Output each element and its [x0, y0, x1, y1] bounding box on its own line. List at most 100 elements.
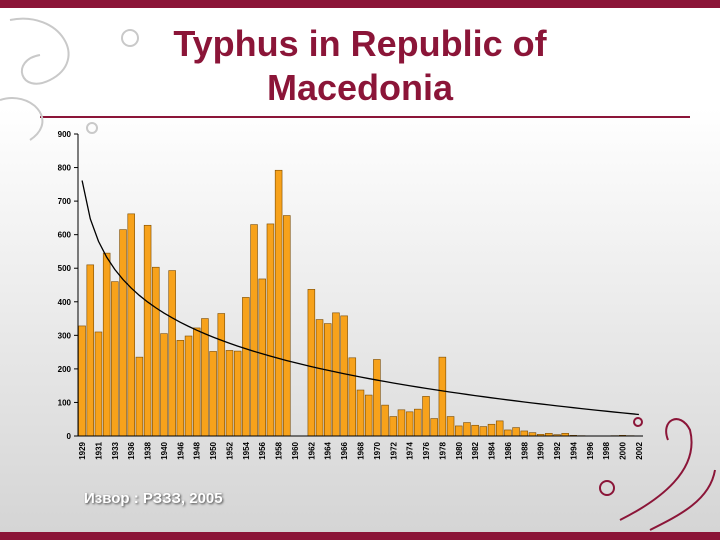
bar	[463, 422, 471, 437]
bar	[192, 327, 201, 437]
bar	[266, 223, 275, 437]
x-tick-label: 1938	[144, 441, 153, 459]
y-tick-label: 0	[67, 432, 72, 441]
bar	[528, 432, 537, 437]
x-tick-label: 1996	[586, 441, 595, 459]
bar	[242, 297, 250, 437]
bar	[217, 313, 226, 437]
x-tick-label: 2000	[619, 441, 628, 459]
chart-title: Typhus in Republic of Macedonia	[173, 23, 547, 108]
x-tick-label: 1936	[127, 441, 136, 459]
x-tick-label: 1984	[488, 441, 497, 459]
bar	[471, 424, 479, 437]
bar	[225, 350, 234, 437]
bar	[135, 356, 144, 437]
source-note: Извор : РЗЗЗ, 2005	[84, 490, 223, 507]
y-tick-label: 700	[58, 197, 72, 206]
bar	[397, 409, 406, 437]
x-tick-label: 1948	[193, 441, 202, 459]
x-tick-label: 1972	[389, 441, 398, 459]
bar	[340, 315, 348, 437]
bottom-band	[0, 532, 720, 540]
bar	[168, 270, 176, 437]
bar	[152, 266, 160, 437]
y-tick-label: 200	[58, 365, 72, 374]
bar	[430, 418, 438, 437]
decoration	[0, 17, 139, 141]
x-tick-label: 1966	[340, 441, 349, 459]
x-tick-label: 1978	[438, 441, 447, 459]
bar	[78, 325, 86, 437]
bar	[127, 213, 135, 437]
bar	[86, 264, 95, 437]
bar	[315, 319, 324, 437]
bar	[438, 356, 447, 437]
x-tick-label: 1992	[553, 441, 562, 459]
x-tick-label: 1933	[111, 441, 120, 459]
x-tick-label: 1990	[537, 441, 546, 459]
bar	[307, 289, 316, 437]
bar	[119, 229, 127, 437]
bar	[233, 350, 242, 437]
bar	[94, 331, 103, 437]
bar	[364, 394, 373, 437]
x-tick-label: 1956	[258, 441, 267, 459]
bar	[495, 420, 504, 437]
bar	[201, 318, 209, 437]
x-tick-label: 1968	[357, 441, 366, 459]
bar	[512, 427, 520, 437]
bar	[184, 335, 193, 437]
x-tick-label: 1998	[602, 441, 611, 459]
bar	[455, 425, 463, 437]
bar	[504, 429, 512, 437]
x-tick-label: 1970	[373, 441, 382, 459]
x-tick-label: 1958	[275, 441, 284, 459]
x-tick-label: 1931	[94, 441, 103, 459]
bar	[143, 224, 152, 437]
bar	[274, 169, 283, 437]
bar	[324, 323, 332, 437]
top-band	[0, 0, 720, 8]
decoration	[599, 417, 716, 531]
x-tick-label: 1954	[242, 441, 251, 459]
bar	[348, 357, 357, 437]
bar	[356, 389, 365, 437]
bar	[111, 281, 119, 437]
x-tick-label: 1962	[307, 441, 316, 459]
bar	[250, 224, 258, 437]
bar	[520, 430, 529, 437]
x-tick-label: 1980	[455, 441, 464, 459]
bar	[102, 252, 111, 437]
bar	[160, 333, 168, 437]
x-tick-label: 1982	[471, 441, 480, 459]
y-tick-label: 400	[58, 298, 72, 307]
x-tick-label: 1950	[209, 441, 218, 459]
y-tick-label: 800	[58, 164, 72, 173]
bar	[446, 416, 455, 437]
x-tick-label: 2002	[635, 441, 644, 459]
bar	[381, 404, 389, 437]
bar	[414, 408, 422, 437]
bar	[479, 426, 488, 437]
bar	[332, 312, 340, 437]
x-tick-label: 1964	[324, 441, 333, 459]
x-tick-label: 1976	[422, 441, 431, 459]
x-tick-label: 1986	[504, 441, 513, 459]
bar	[405, 411, 414, 437]
y-tick-label: 500	[58, 264, 72, 273]
x-tick-label: 1940	[160, 441, 169, 459]
x-tick-label: 1929	[78, 441, 87, 459]
x-tick-label: 1960	[291, 441, 300, 459]
y-tick-label: 600	[58, 231, 72, 240]
x-tick-label: 1974	[406, 441, 415, 459]
bar	[487, 423, 496, 437]
y-tick-label: 300	[58, 331, 72, 340]
bar	[176, 340, 185, 437]
y-tick-label: 900	[58, 130, 72, 139]
x-tick-label: 1952	[225, 441, 234, 459]
bar	[258, 278, 266, 437]
x-tick-label: 1994	[569, 441, 578, 459]
bar	[283, 215, 291, 437]
